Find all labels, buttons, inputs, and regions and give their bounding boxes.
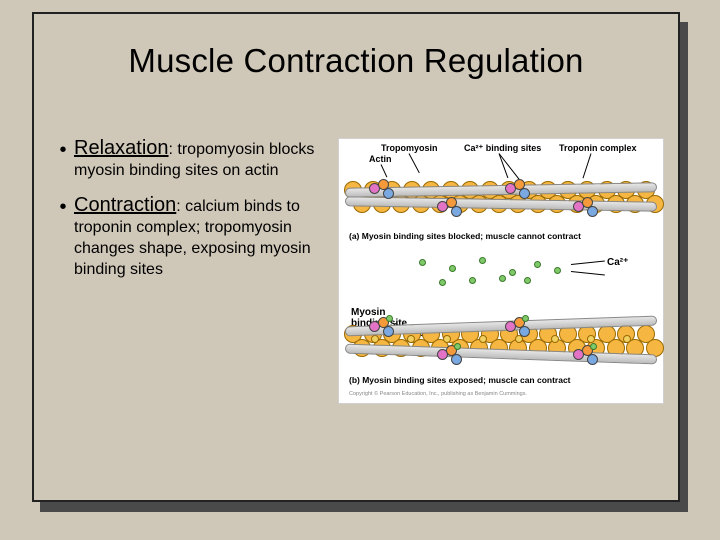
myosin-binding-site: [443, 335, 451, 343]
troponin-complex: [573, 345, 599, 365]
diagram-panel: Tropomyosin Actin Ca²⁺ binding sites Tro…: [338, 138, 664, 404]
calcium-ion: [554, 267, 561, 274]
label-troponin: Troponin complex: [559, 143, 637, 153]
troponin-complex: [505, 317, 531, 337]
copyright-text: Copyright © Pearson Education, Inc., pub…: [349, 391, 527, 397]
list-item: • Contraction: calcium binds to troponin…: [52, 195, 332, 280]
label-ca-sites: Ca²⁺ binding sites: [464, 143, 541, 154]
bullet-icon: •: [52, 195, 74, 280]
page-title: Muscle Contraction Regulation: [34, 14, 678, 80]
bullet-icon: •: [52, 138, 74, 181]
caption-a: (a) Myosin binding sites blocked; muscle…: [349, 231, 581, 241]
leader-line: [571, 271, 605, 276]
list-item: • Relaxation: tropomyosin blocks myosin …: [52, 138, 332, 181]
bullet-text: Relaxation: tropomyosin blocks myosin bi…: [74, 138, 332, 181]
label-actin: Actin: [369, 154, 392, 164]
myosin-binding-site: [551, 335, 559, 343]
calcium-ion: [449, 265, 456, 272]
myosin-binding-site: [479, 335, 487, 343]
calcium-ion: [469, 277, 476, 284]
calcium-ion: [386, 315, 393, 322]
label-tropomyosin: Tropomyosin: [381, 143, 438, 153]
bullet-text: Contraction: calcium binds to troponin c…: [74, 195, 332, 280]
myosin-binding-site: [587, 335, 595, 343]
myosin-binding-site: [623, 335, 631, 343]
leader-line: [571, 260, 605, 265]
myosin-binding-site: [407, 335, 415, 343]
filament-exposed: [347, 315, 655, 369]
troponin-complex: [437, 345, 463, 365]
calcium-ion: [439, 279, 446, 286]
troponin-complex: [437, 197, 463, 217]
troponin-complex: [573, 197, 599, 217]
calcium-ion: [524, 277, 531, 284]
calcium-ion: [454, 343, 461, 350]
calcium-ion: [509, 269, 516, 276]
troponin-complex: [369, 317, 395, 337]
calcium-ion: [499, 275, 506, 282]
calcium-ion: [522, 315, 529, 322]
troponin-complex: [369, 179, 395, 199]
calcium-ion: [419, 259, 426, 266]
calcium-ion: [479, 257, 486, 264]
content-row: • Relaxation: tropomyosin blocks myosin …: [34, 80, 678, 404]
label-ca: Ca²⁺: [607, 257, 628, 268]
slide-panel: Muscle Contraction Regulation • Relaxati…: [32, 12, 680, 502]
calcium-ion: [590, 343, 597, 350]
bullet-head: Relaxation: [74, 137, 169, 159]
calcium-ion: [534, 261, 541, 268]
bullet-head: Contraction: [74, 194, 176, 216]
troponin-complex: [505, 179, 531, 199]
bullet-list: • Relaxation: tropomyosin blocks myosin …: [52, 138, 338, 404]
filament-blocked: [347, 171, 655, 225]
caption-b: (b) Myosin binding sites exposed; muscle…: [349, 375, 571, 385]
